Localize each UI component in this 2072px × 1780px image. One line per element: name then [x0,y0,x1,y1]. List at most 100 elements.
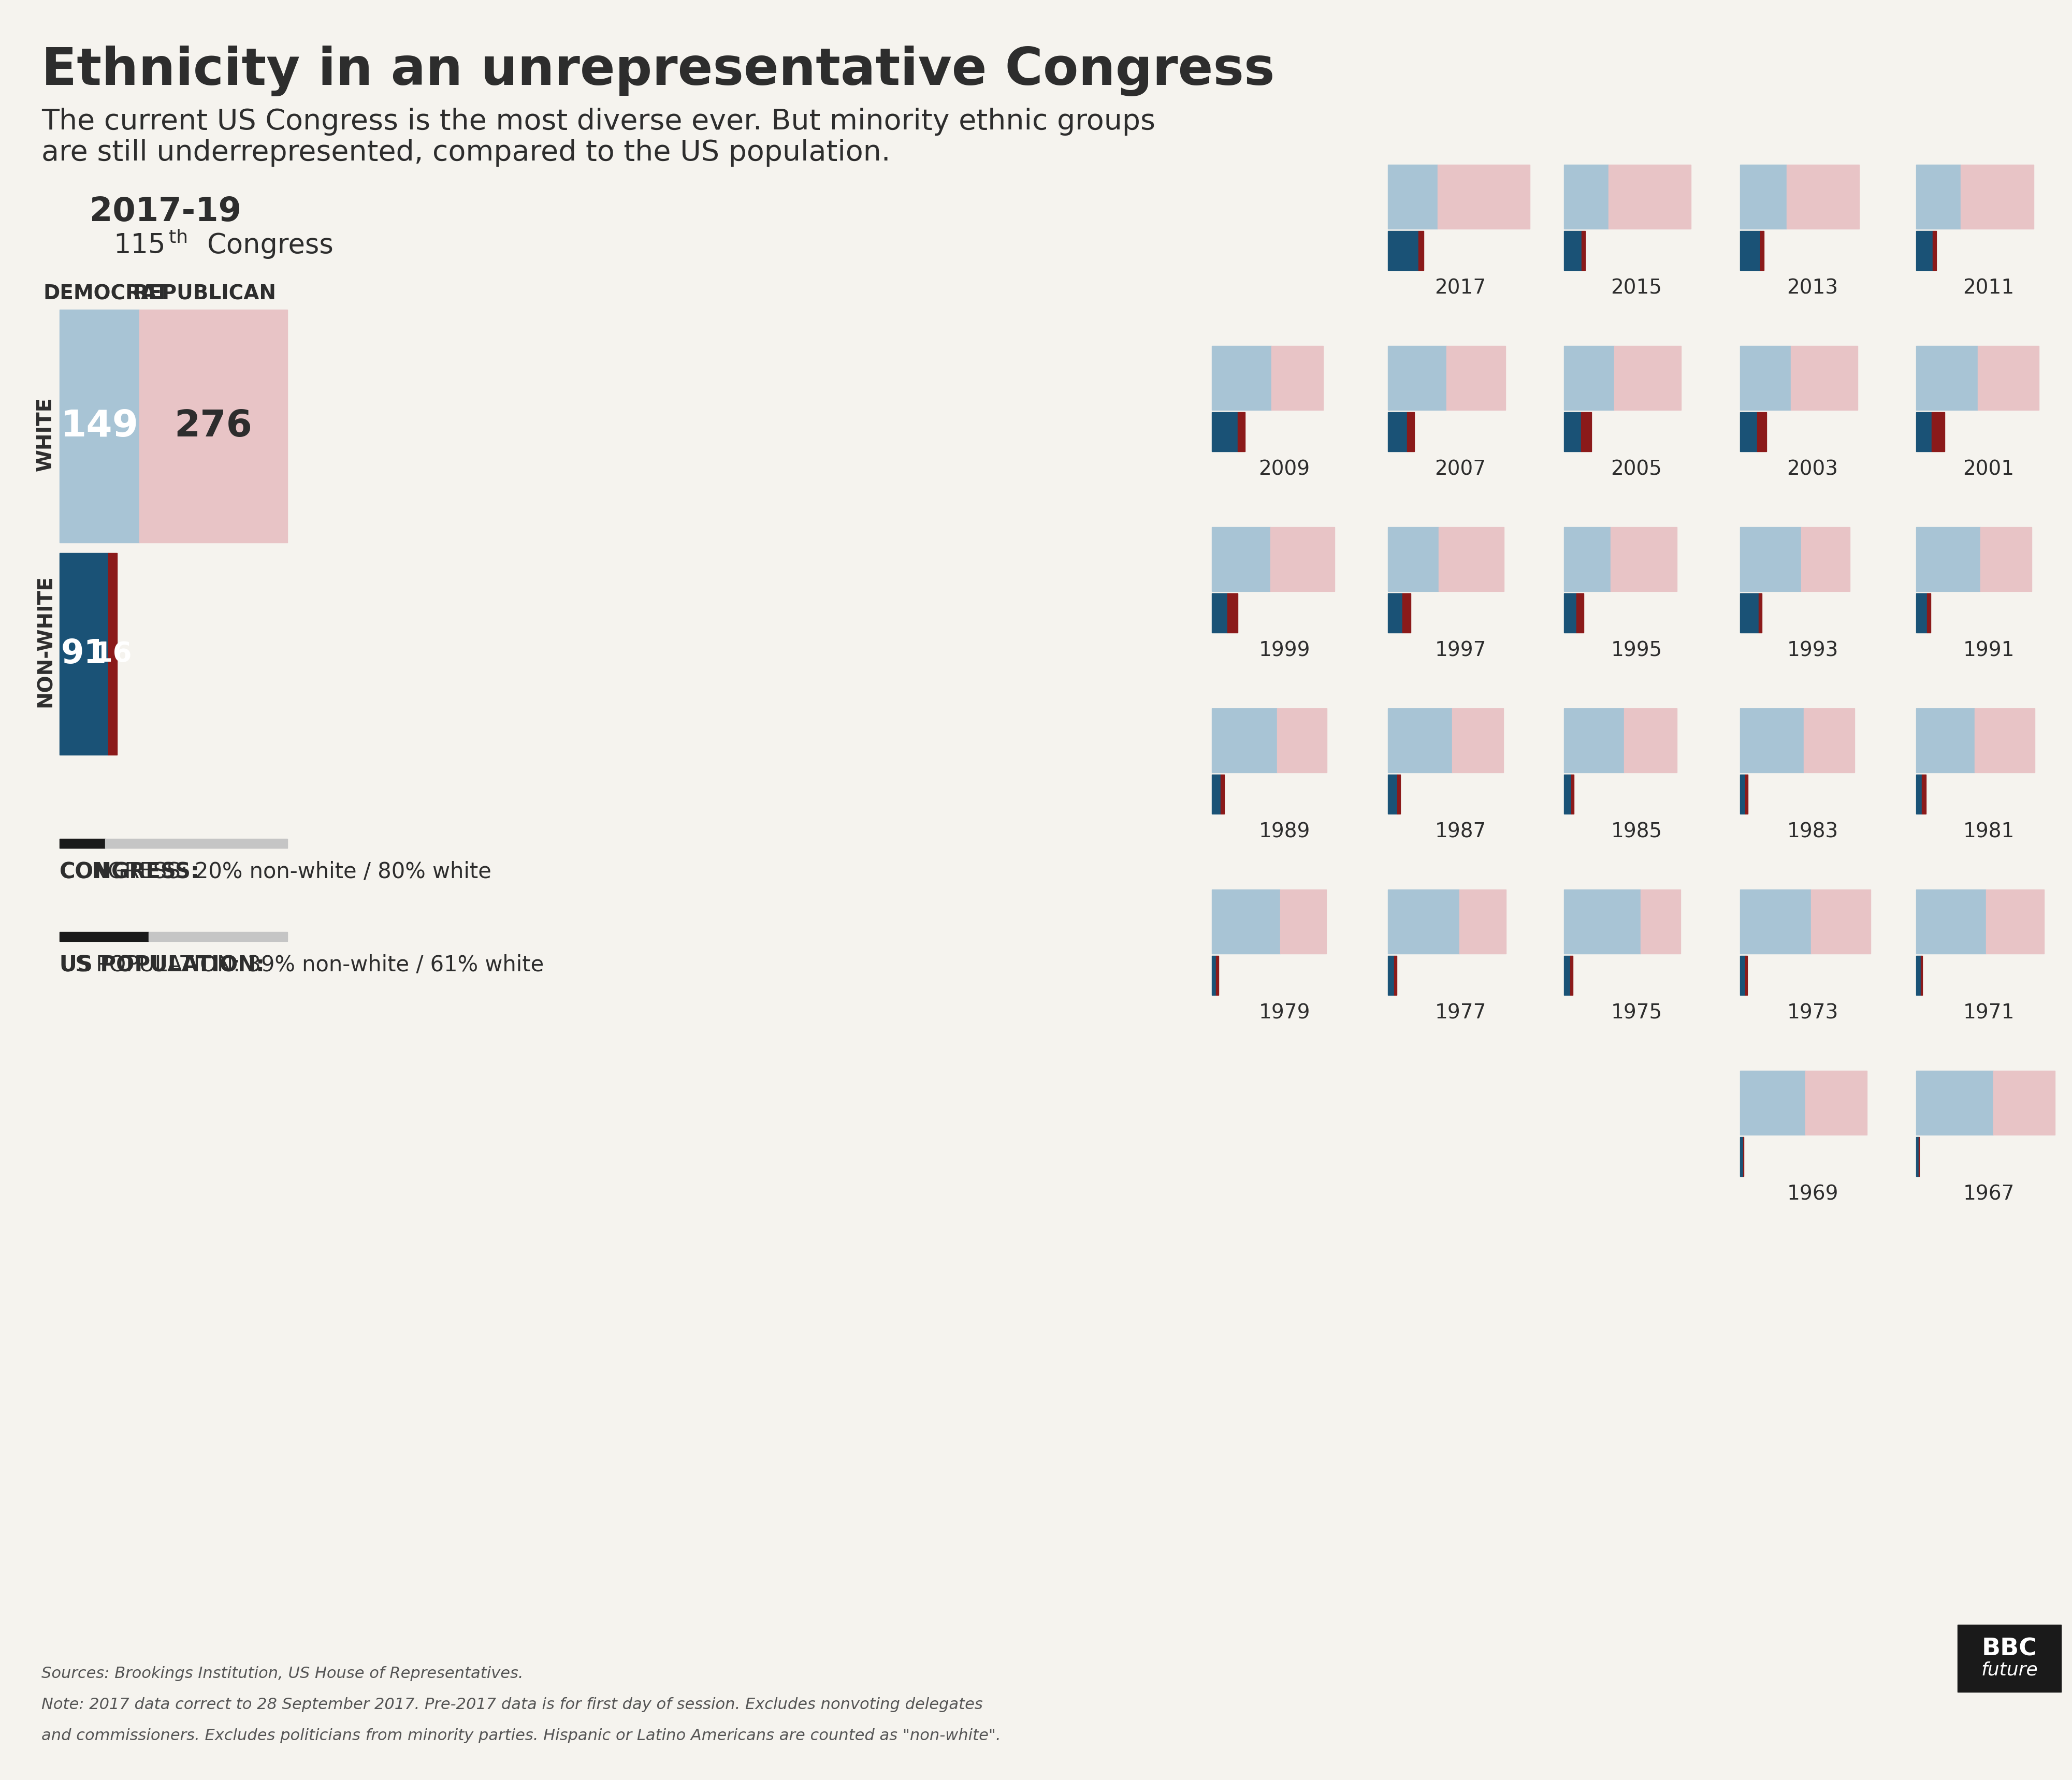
Bar [1740,345,1790,409]
Text: 1975: 1975 [1610,1002,1662,1022]
Bar [1801,527,1850,591]
Bar [1212,708,1276,773]
Bar [1979,345,2039,409]
Bar [108,554,116,755]
Bar [1985,890,2043,954]
Bar [1388,956,1394,995]
Text: 1989: 1989 [1258,822,1310,842]
Text: 1973: 1973 [1786,1002,1838,1022]
Text: 1999: 1999 [1258,641,1310,660]
Bar [1581,413,1591,452]
Bar [60,933,149,942]
Text: 2011: 2011 [1962,278,2014,297]
Text: 2005: 2005 [1610,459,1662,479]
Bar [1917,413,1931,452]
Text: 2015: 2015 [1610,278,1662,297]
Bar [1388,164,1438,230]
Bar [1276,708,1326,773]
Text: DEMOCRAT: DEMOCRAT [44,283,170,303]
Bar [60,310,139,543]
Text: 1967: 1967 [1962,1184,2014,1203]
Bar [1212,413,1237,452]
Text: are still underrepresented, compared to the US population.: are still underrepresented, compared to … [41,139,891,167]
Bar [1581,231,1585,271]
Bar [1759,593,1761,632]
Bar [60,554,108,755]
Bar [1927,593,1931,632]
Bar [1811,890,1871,954]
Bar [60,838,106,847]
Bar [1740,890,1811,954]
Bar [1917,1137,1919,1177]
Text: 2017-19: 2017-19 [89,196,242,228]
Bar [1917,593,1927,632]
Text: 1979: 1979 [1258,1002,1310,1022]
Bar [1917,774,1923,813]
Bar [1740,708,1805,773]
Bar [1212,774,1220,813]
Bar [1397,774,1401,813]
Bar [1212,345,1272,409]
Bar [1564,708,1624,773]
Bar [1388,231,1417,271]
Text: US POPULATION: 39% non-white / 61% white: US POPULATION: 39% non-white / 61% white [60,954,543,975]
Text: 1987: 1987 [1434,822,1486,842]
Text: 2001: 2001 [1962,459,2014,479]
Bar [1993,1072,2055,1136]
Bar [1564,345,1614,409]
Text: US POPULATION:: US POPULATION: [60,954,265,975]
Bar [1212,890,1280,954]
Bar [1564,956,1571,995]
Bar [1459,890,1506,954]
Bar [1388,413,1407,452]
Bar [1931,413,1944,452]
Bar [1237,413,1245,452]
Bar [1614,345,1680,409]
Text: 91: 91 [60,637,108,669]
Text: 276: 276 [174,408,253,443]
Bar [1564,774,1571,813]
Bar [1608,164,1691,230]
Text: WHITE: WHITE [35,397,56,472]
Bar [1388,708,1452,773]
Text: 1977: 1977 [1434,1002,1486,1022]
Bar [1917,231,1933,271]
Bar [1388,527,1438,591]
Bar [1917,527,1981,591]
Text: 2017: 2017 [1434,278,1486,297]
Bar [1740,1072,1805,1136]
Bar [1761,231,1763,271]
Bar [1917,164,1960,230]
Bar [1740,1137,1743,1177]
Bar [1757,413,1767,452]
Bar [1564,164,1608,230]
Bar [1805,1072,1867,1136]
Text: 1995: 1995 [1610,641,1662,660]
Bar [1438,527,1504,591]
Text: 2003: 2003 [1786,459,1838,479]
Text: NON-WHITE: NON-WHITE [35,575,56,707]
Bar [1212,593,1227,632]
Text: REPUBLICAN: REPUBLICAN [133,283,276,303]
Bar [1745,774,1747,813]
Text: 1981: 1981 [1962,822,2014,842]
Bar [1280,890,1326,954]
Text: CONGRESS: 20% non-white / 80% white: CONGRESS: 20% non-white / 80% white [60,862,491,883]
Bar [1917,1072,1993,1136]
Text: Sources: Brookings Institution, US House of Representatives.: Sources: Brookings Institution, US House… [41,1666,524,1680]
Bar [1786,164,1859,230]
Bar [1407,413,1415,452]
Bar [1981,527,2033,591]
Text: and commissioners. Excludes politicians from minority parties. Hispanic or Latin: and commissioners. Excludes politicians … [41,1728,1001,1743]
Bar [139,310,288,543]
Bar [1388,774,1397,813]
Bar [1227,593,1237,632]
Text: 1985: 1985 [1610,822,1662,842]
Bar [1740,231,1761,271]
Text: 1993: 1993 [1786,641,1838,660]
Bar [1272,345,1324,409]
Text: 1997: 1997 [1434,641,1486,660]
Text: th: th [168,230,189,246]
Text: 1991: 1991 [1962,641,2014,660]
Bar [1417,231,1423,271]
